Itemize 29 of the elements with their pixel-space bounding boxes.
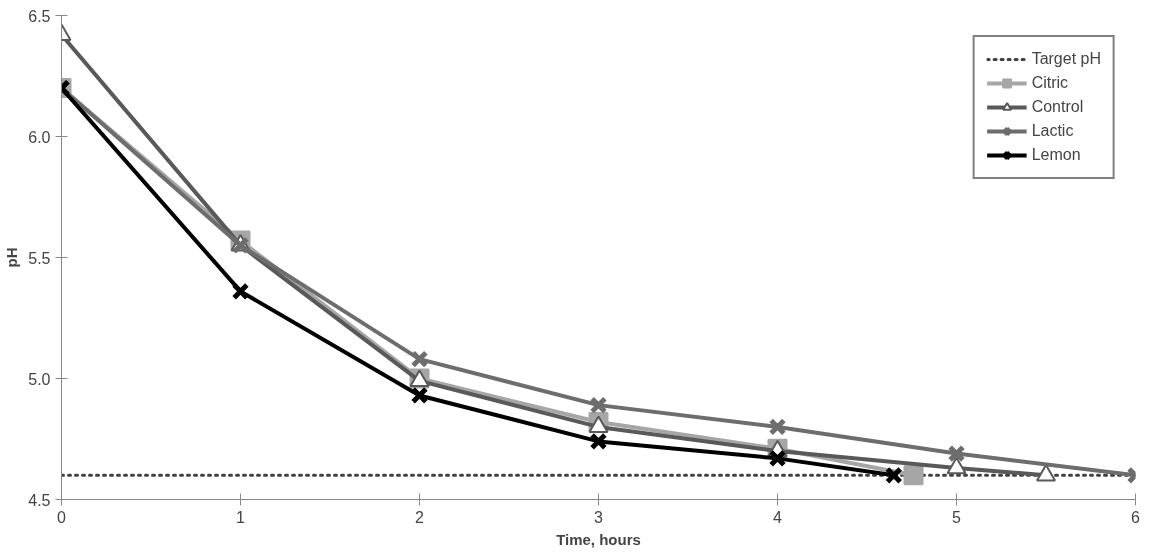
y-axis-title: pH bbox=[3, 247, 21, 268]
point bbox=[589, 396, 608, 414]
x-tick-label: 5 bbox=[952, 508, 962, 526]
y-tick-label: 5.0 bbox=[28, 370, 51, 388]
point bbox=[410, 350, 429, 368]
x-tick-label: 1 bbox=[236, 508, 246, 526]
point bbox=[947, 444, 966, 463]
x-tick-label: 3 bbox=[594, 508, 604, 526]
point bbox=[884, 466, 903, 485]
x-tick-label: 4 bbox=[773, 508, 783, 526]
legend-label: Control bbox=[1031, 98, 1084, 116]
point bbox=[410, 386, 429, 405]
x-tick-label: 2 bbox=[415, 508, 425, 526]
x-tick-label: 0 bbox=[57, 508, 67, 526]
y-tick-label: 6.5 bbox=[28, 7, 51, 25]
point bbox=[768, 449, 787, 468]
legend-label: Lactic bbox=[1031, 122, 1074, 140]
legend-label: Citric bbox=[1031, 74, 1069, 92]
point bbox=[768, 418, 787, 436]
y-tick-label: 5.5 bbox=[28, 249, 51, 267]
legend-label: Lemon bbox=[1031, 146, 1081, 164]
y-tick-label: 4.5 bbox=[28, 491, 51, 509]
point bbox=[903, 465, 924, 486]
x-axis-title: Time, hours bbox=[556, 530, 641, 548]
x-tick-label: 6 bbox=[1131, 508, 1141, 526]
legend-label: Target pH bbox=[1031, 50, 1101, 68]
y-tick-label: 6.0 bbox=[28, 128, 51, 146]
point bbox=[589, 432, 608, 451]
point bbox=[231, 282, 250, 301]
